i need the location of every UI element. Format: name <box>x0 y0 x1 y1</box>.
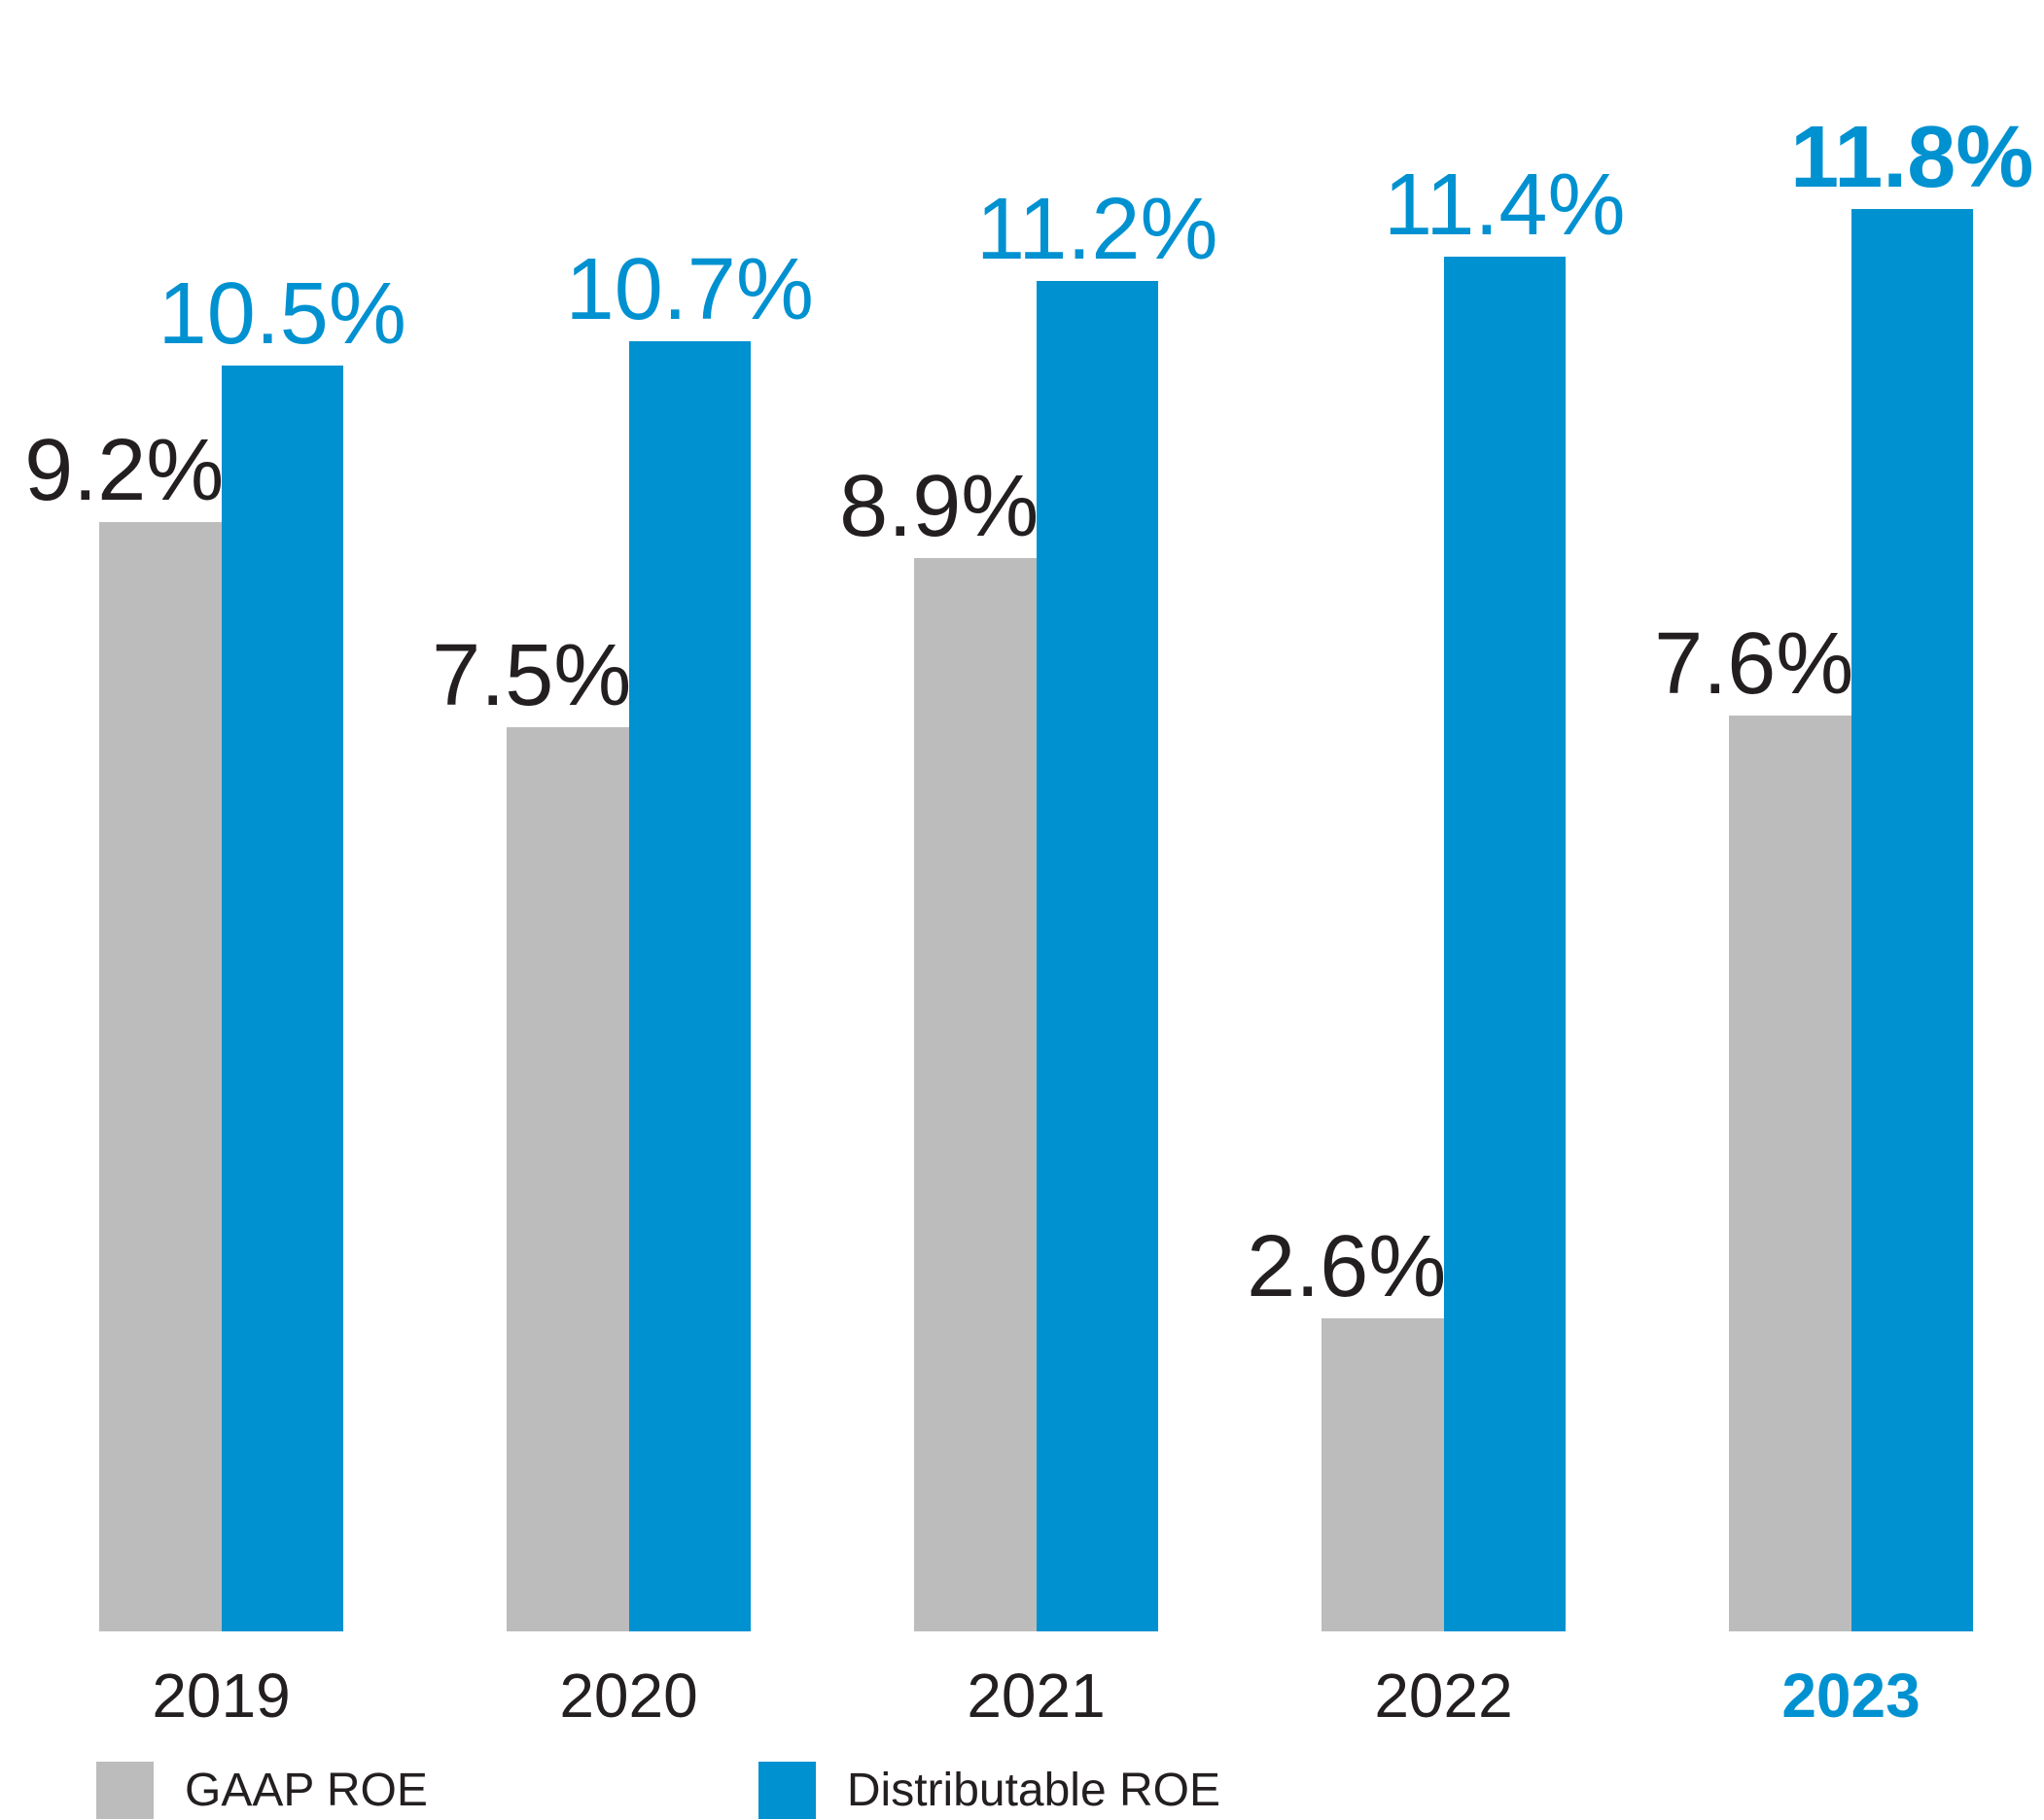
distributable-roe-bar-2021: 11.2% <box>976 186 1218 1631</box>
gaap-value-label-2019: 9.2% <box>24 422 225 520</box>
distributable-value-label-2023: 11.8% <box>1790 108 2034 206</box>
legend-item-gaap-roe: GAAP ROE <box>96 1762 428 1819</box>
gaap-roe-bar-2021: 8.9% <box>839 463 1039 1631</box>
gaap-roe-bar-2023: 7.6% <box>1654 620 1853 1631</box>
distributable-roe-bar-2020: 10.7% <box>566 246 814 1631</box>
legend: GAAP ROE Distributable ROE <box>0 1762 2044 1819</box>
plot-area: 9.2% 10.5% 2019 7.5% 10.7% 2020 <box>24 0 2033 1731</box>
gaap-value-label-2020: 7.5% <box>432 627 632 724</box>
gaap-roe-bar-2020: 7.5% <box>432 632 631 1631</box>
x-axis-label-2023: 2023 <box>1781 1661 1921 1731</box>
distributable-value-label-2020: 10.7% <box>565 241 814 339</box>
distributable-roe-legend-swatch <box>758 1762 816 1819</box>
distributable-roe-legend-label: Distributable ROE <box>846 1764 1221 1816</box>
distributable-roe-bar-2023: 11.8% <box>1790 114 2033 1631</box>
year-group-2021: 8.9% 11.2% 2021 <box>839 0 1218 1731</box>
gaap-value-label-2022: 2.6% <box>1247 1217 1447 1315</box>
year-group-2023: 7.6% 11.8% 2023 <box>1654 0 2033 1731</box>
distributable-value-label-2021: 11.2% <box>975 181 1218 279</box>
x-axis-label-2022: 2022 <box>1374 1661 1513 1731</box>
distributable-roe-bar-2019: 10.5% <box>159 270 406 1631</box>
gaap-value-label-2023: 7.6% <box>1654 614 1854 713</box>
gaap-roe-legend-label: GAAP ROE <box>185 1764 428 1816</box>
gaap-roe-bar-2022: 2.6% <box>1247 1223 1446 1631</box>
gaap-value-label-2021: 8.9% <box>839 458 1040 556</box>
x-axis-label-2020: 2020 <box>559 1661 698 1731</box>
x-axis-label-2019: 2019 <box>152 1661 291 1731</box>
distributable-roe-bar-2022: 11.4% <box>1384 161 1626 1631</box>
year-group-2020: 7.5% 10.7% 2020 <box>432 0 814 1731</box>
year-group-2022: 2.6% 11.4% 2022 <box>1247 0 1626 1731</box>
year-group-2019: 9.2% 10.5% 2019 <box>24 0 406 1731</box>
distributable-value-label-2022: 11.4% <box>1383 157 1626 255</box>
x-axis-label-2021: 2021 <box>967 1661 1106 1731</box>
gaap-roe-legend-swatch <box>96 1762 154 1819</box>
distributable-value-label-2019: 10.5% <box>158 265 406 363</box>
legend-item-distributable-roe: Distributable ROE <box>758 1762 1220 1819</box>
gaap-roe-bar-2019: 9.2% <box>24 427 224 1631</box>
